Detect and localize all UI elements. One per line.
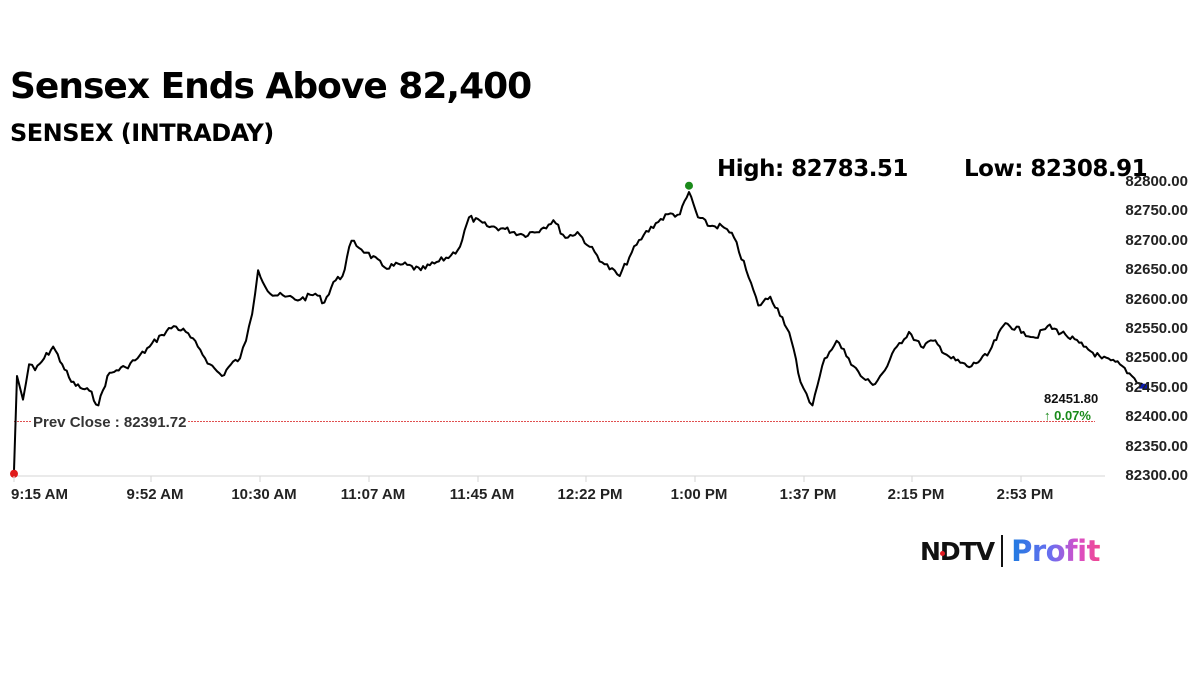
low-value: Low: 82308.91 (964, 156, 1148, 182)
prev-close-label: Prev Close : 82391.72 (31, 414, 189, 431)
last-marker (1139, 383, 1149, 389)
x-axis (14, 475, 1105, 477)
last-value-label: 82451.80 (1044, 391, 1099, 406)
logo-divider (1001, 535, 1004, 567)
y-tick-label: 82650.00 (1125, 261, 1188, 279)
high-marker (684, 181, 693, 190)
logo-profit: Profit (1011, 534, 1100, 568)
low-marker (10, 469, 18, 478)
y-tick-label: 82750.00 (1125, 202, 1188, 220)
x-tick-label: 2:53 PM (996, 486, 1054, 503)
change-percent-label: ↑ 0.07% (1044, 408, 1091, 423)
ndtv-profit-logo: NDTV Profit (920, 533, 1100, 569)
y-tick-label: 82400.00 (1125, 408, 1188, 426)
y-tick-label: 82350.00 (1125, 437, 1188, 455)
y-tick-label: 82500.00 (1125, 349, 1188, 367)
price-line (13, 191, 1145, 471)
x-tick-label: 1:00 PM (670, 486, 728, 503)
y-tick-label: 82550.00 (1125, 320, 1188, 337)
x-tick-label: 1:37 PM (779, 486, 837, 503)
chart-subtitle: SENSEX (INTRADAY) (10, 119, 274, 147)
logo-ndtv: NDTV (920, 536, 995, 566)
y-tick-label: 82600.00 (1125, 290, 1188, 308)
logo-red-dot-icon (940, 550, 945, 556)
x-tick-label: 12:22 PM (557, 486, 623, 503)
x-tick-label: 9:52 AM (126, 486, 184, 503)
high-value: High: 82783.51 (717, 156, 908, 182)
x-tick-label: 9:15 AM (11, 486, 68, 503)
y-tick-label: 82800.00 (1125, 173, 1188, 190)
x-tick-label: 10:30 AM (231, 486, 297, 503)
x-tick-label: 2:15 PM (887, 486, 945, 503)
y-tick-label: 82300.00 (1125, 467, 1188, 484)
y-tick-label: 82700.00 (1125, 231, 1188, 249)
x-tick-label: 11:45 AM (449, 486, 515, 503)
chart-title: Sensex Ends Above 82,400 (10, 66, 532, 107)
x-tick-label: 11:07 AM (340, 486, 406, 503)
y-tick-label: 82450.00 (1125, 378, 1188, 396)
